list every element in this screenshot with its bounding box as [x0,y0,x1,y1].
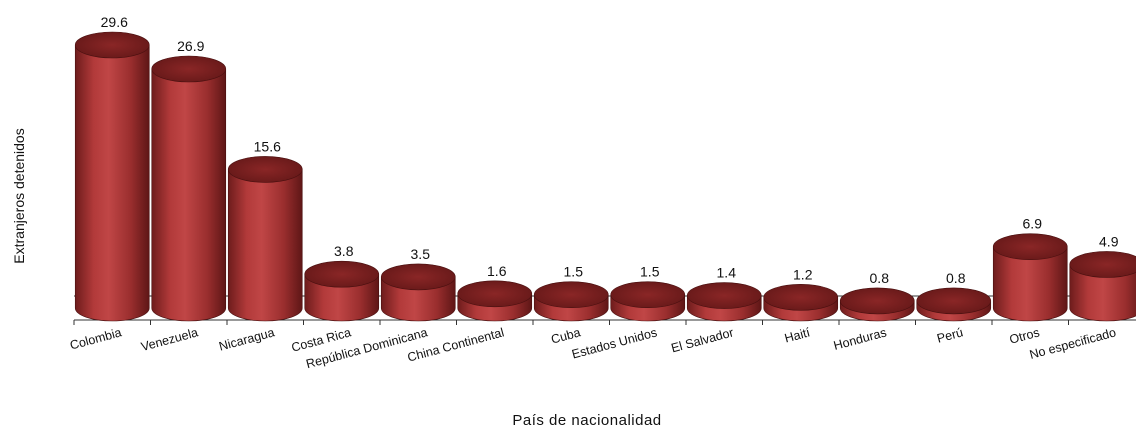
bar-body [304,273,380,322]
bar-otros [992,233,1068,322]
bar-república-dominicana [380,263,456,322]
value-label: 26.9 [177,38,204,54]
bar-top [686,282,762,309]
category-label: Honduras [832,325,888,353]
y-axis-title: Extranjeros detenidos [11,128,27,263]
category-label: Perú [935,325,964,345]
value-label: 6.9 [1023,216,1043,232]
value-label: 1.4 [717,265,737,281]
bar-top [916,287,992,315]
bar-top [380,263,456,291]
value-label: 29.6 [101,14,128,30]
bar-body [992,246,1068,322]
value-label: 1.5 [564,264,584,280]
bar-colombia [74,31,150,322]
bar-top [763,284,839,311]
category-label: Cuba [550,325,583,346]
bar-top [304,260,380,288]
category-label: El Salvador [670,325,735,355]
bar-top [227,156,303,183]
bar-nicaragua [227,156,303,322]
bar-body [1069,264,1136,322]
bar-venezuela [151,55,227,322]
bar-el-salvador [686,282,762,322]
bar-top [1069,251,1136,278]
bar-body [74,44,150,322]
bar-no-especificado [1069,251,1136,322]
value-label: 4.9 [1099,233,1119,249]
value-label: 15.6 [254,138,281,154]
bar-top [74,31,150,59]
value-label: 1.5 [640,264,660,280]
value-label: 3.5 [411,246,431,262]
bar-top [457,280,533,308]
bar-top [610,281,686,308]
bar-haití [763,284,839,322]
bars [74,31,1136,322]
bar-perú [916,287,992,322]
x-axis-title: País de nacionalidad [512,412,661,429]
bar-top [151,55,227,83]
value-label: 1.6 [487,263,507,279]
bar-cuba [533,281,609,322]
value-label: 0.8 [870,270,890,286]
bar-body [227,169,303,322]
category-label: Estados Unidos [570,325,658,361]
category-label: Otros [1008,325,1041,346]
value-label: 1.2 [793,266,813,282]
bar-top [839,287,915,315]
bar-body [151,68,227,322]
category-label: No especificado [1028,325,1118,362]
value-label: 0.8 [946,270,966,286]
category-label: Colombia [68,325,123,352]
category-label: Venezuela [140,325,200,354]
category-label: Nicaragua [217,325,276,353]
bar-china-continental [457,280,533,322]
bar-top [533,281,609,308]
bar-honduras [839,287,915,322]
bar-costa-rica [304,260,380,322]
category-label: Haití [783,325,812,345]
bar-estados-unidos [610,281,686,322]
bar-top [992,233,1068,260]
value-label: 3.8 [334,243,354,259]
